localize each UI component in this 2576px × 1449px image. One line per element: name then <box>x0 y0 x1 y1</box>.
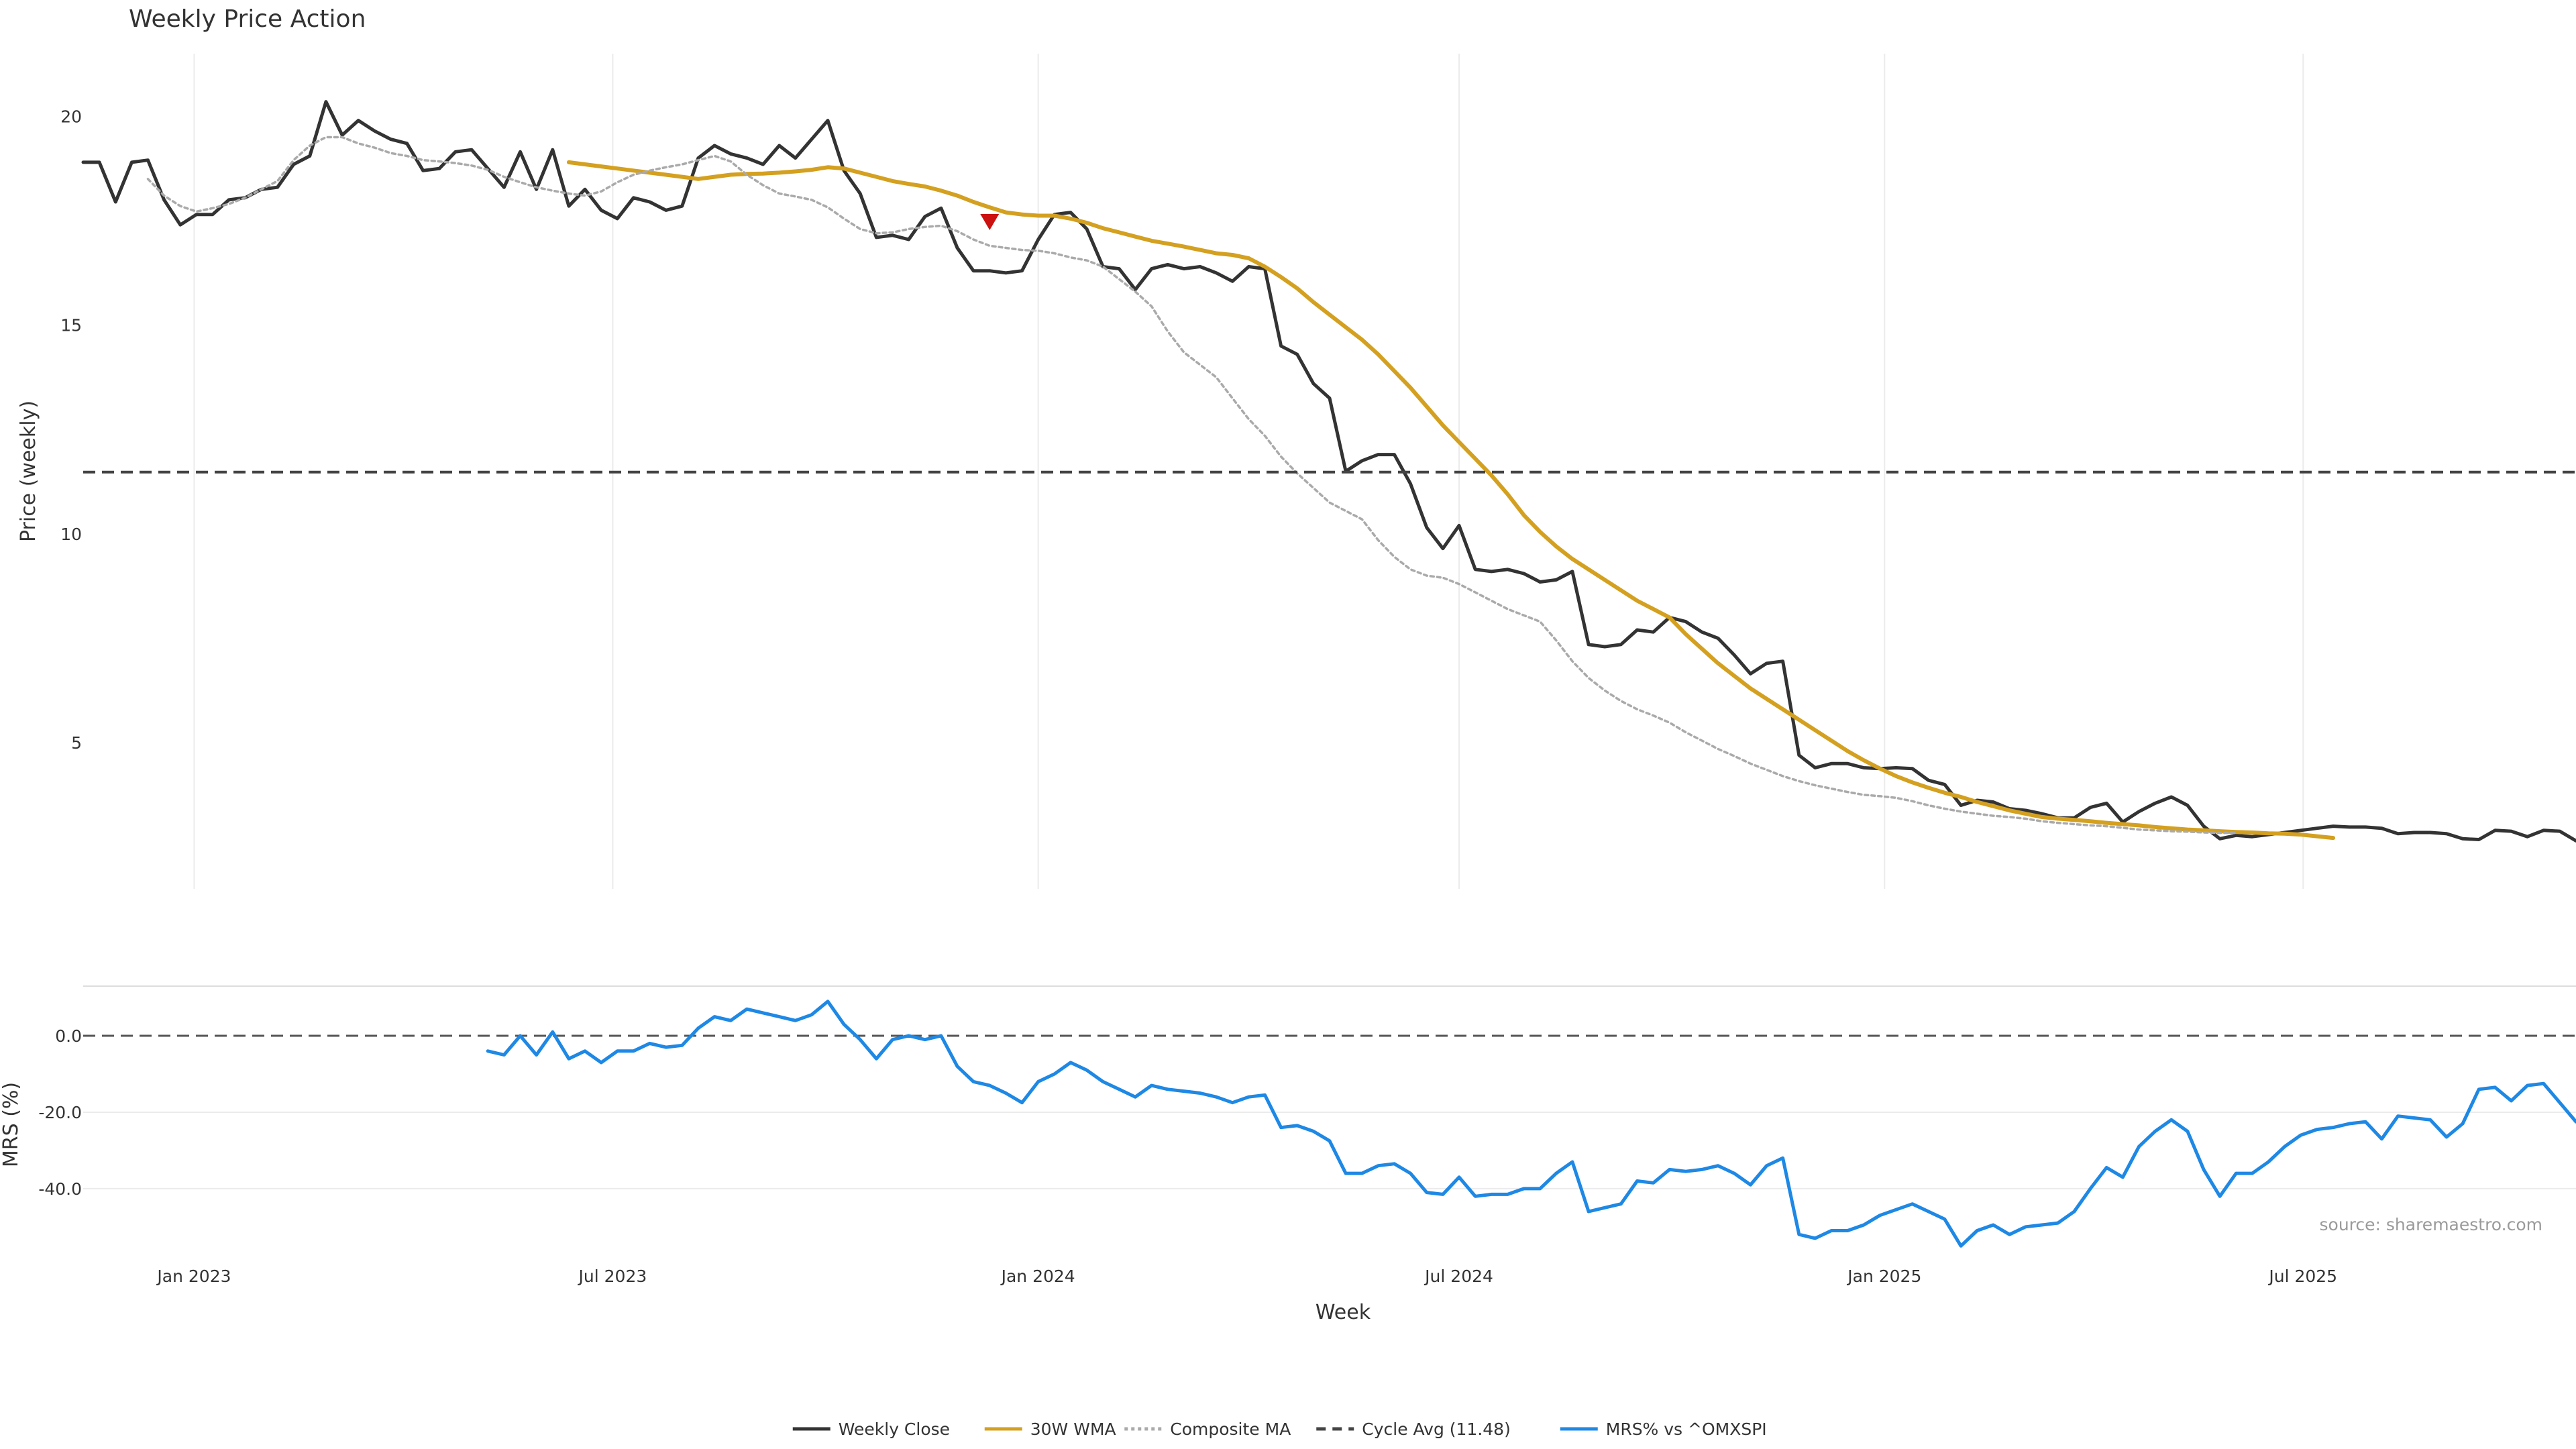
series-30w-wma <box>566 160 2336 841</box>
price-ytick-2: 15 <box>60 316 82 335</box>
price-ylabel: Price (weekly) <box>17 400 40 542</box>
mrs-ytick-1: -20.0 <box>38 1103 82 1122</box>
series-mrs-vs-omxspi <box>486 1000 2576 1248</box>
legend-label-2: Composite MA <box>1170 1419 1291 1439</box>
legend-label-1: 30W WMA <box>1030 1419 1116 1439</box>
price-ytick-0: 5 <box>71 733 82 753</box>
legend-label-3: Cycle Avg (11.48) <box>1362 1419 1511 1439</box>
mrs-ylabel: MRS (%) <box>0 1082 23 1167</box>
xtick-4: Jan 2025 <box>1846 1267 1921 1286</box>
legend-label-0: Weekly Close <box>839 1419 950 1439</box>
sell-signal-marker-0 <box>980 214 1000 230</box>
series-weekly-close <box>81 100 2576 843</box>
xtick-3: Jul 2024 <box>1424 1267 1493 1286</box>
legend-label-4: MRS% vs ^OMXSPI <box>1606 1419 1767 1439</box>
legend: Weekly Close 30W WMA Composite MA Cycle Avg… <box>792 1419 1767 1439</box>
legend-item-4: MRS% vs ^OMXSPI <box>1560 1419 1767 1439</box>
chart-title: Weekly Price Action <box>129 5 366 33</box>
xtick-2: Jan 2024 <box>1000 1267 1075 1286</box>
legend-item-3: Cycle Avg (11.48) <box>1316 1419 1511 1439</box>
legend-item-2: Composite MA <box>1124 1419 1291 1439</box>
price-panel: 5 10 15 20 Price (weekly) <box>17 54 2576 889</box>
legend-item-0: Weekly Close <box>792 1419 950 1439</box>
series-composite-ma <box>146 136 2238 835</box>
x-axis-label: Week <box>1316 1301 1371 1324</box>
price-ytick-1: 10 <box>60 525 82 544</box>
mrs-ytick-2: -40.0 <box>38 1179 82 1199</box>
legend-item-1: 30W WMA <box>984 1419 1116 1439</box>
xtick-1: Jul 2023 <box>578 1267 647 1286</box>
xtick-0: Jan 2023 <box>156 1267 231 1286</box>
source-credit: source: sharemaestro.com <box>2320 1215 2543 1234</box>
price-ytick-3: 20 <box>60 107 82 126</box>
xtick-5: Jul 2025 <box>2267 1267 2337 1286</box>
mrs-ytick-0: 0.0 <box>55 1026 82 1046</box>
mrs-panel: 0.0 -20.0 -40.0 MRS (%) Jan 2023 Jul 2023 Jan … <box>0 985 2576 1324</box>
